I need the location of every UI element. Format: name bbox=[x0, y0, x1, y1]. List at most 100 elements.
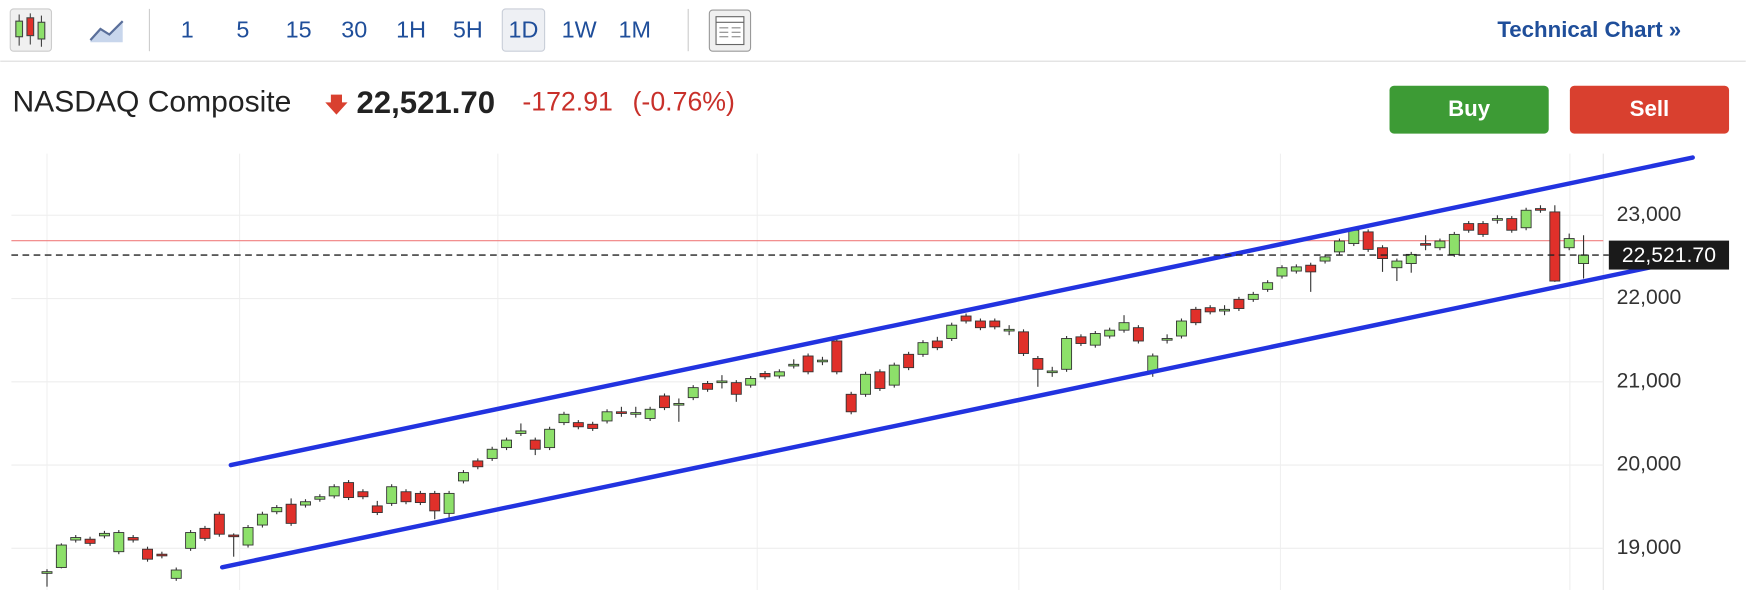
candle-body bbox=[1319, 256, 1331, 262]
candle-body bbox=[788, 363, 800, 367]
sell-label[interactable]: Sell bbox=[1630, 96, 1670, 121]
candle-body bbox=[860, 373, 871, 395]
candle-icon[interactable] bbox=[9, 8, 53, 52]
buy-bg[interactable] bbox=[1389, 85, 1549, 134]
interval-label[interactable]: 5H bbox=[453, 16, 483, 42]
interval-button[interactable]: 1 bbox=[181, 16, 194, 42]
candle-body bbox=[773, 371, 785, 377]
candle bbox=[314, 494, 326, 502]
candle bbox=[917, 340, 929, 357]
vertical-grid bbox=[46, 153, 1571, 590]
candle bbox=[142, 546, 153, 562]
candle-body bbox=[817, 359, 828, 363]
candle-body bbox=[357, 491, 369, 498]
interval-button[interactable]: 5 bbox=[236, 16, 249, 42]
interval-label[interactable]: 1 bbox=[181, 16, 194, 42]
candle bbox=[113, 530, 125, 555]
buy-label[interactable]: Buy bbox=[1448, 96, 1491, 121]
candle-body bbox=[587, 423, 599, 429]
candle-body bbox=[745, 378, 757, 386]
candle-body bbox=[429, 492, 441, 512]
candle-body bbox=[1075, 336, 1087, 344]
instrument-name: NASDAQ Composite bbox=[12, 85, 291, 118]
candle bbox=[702, 380, 714, 392]
candle bbox=[1520, 207, 1532, 231]
candle-body bbox=[400, 491, 412, 503]
candle-body bbox=[41, 571, 53, 574]
candle bbox=[1190, 306, 1202, 326]
candle-body bbox=[156, 553, 168, 557]
interval-button[interactable]: 5H bbox=[453, 16, 483, 42]
candle bbox=[1290, 264, 1302, 274]
interval-label[interactable]: 1H bbox=[396, 16, 426, 42]
candle-body bbox=[1104, 329, 1116, 337]
candle bbox=[1118, 315, 1130, 333]
buy-button[interactable]: Buy bbox=[1389, 85, 1549, 134]
candle bbox=[429, 490, 441, 520]
interval-selected-bg[interactable] bbox=[501, 8, 546, 52]
interval-label[interactable]: 15 bbox=[286, 16, 312, 42]
candle bbox=[802, 353, 814, 375]
candle-body bbox=[1333, 240, 1345, 253]
sell-bg[interactable] bbox=[1569, 85, 1730, 134]
candle-body bbox=[486, 448, 498, 459]
candle-body bbox=[1477, 223, 1489, 235]
interval-button[interactable]: 30 bbox=[341, 16, 367, 42]
candle-body bbox=[1535, 208, 1546, 211]
layout-icon[interactable] bbox=[708, 9, 752, 52]
y-tick-label: 19,000 bbox=[1617, 536, 1682, 559]
candle-body bbox=[98, 532, 110, 537]
y-tick-label: 23,000 bbox=[1617, 203, 1682, 226]
candle-body bbox=[457, 472, 469, 482]
interval-button[interactable]: 1H bbox=[396, 16, 426, 42]
interval-button[interactable]: 1W bbox=[562, 16, 597, 42]
interval-label[interactable]: 30 bbox=[341, 16, 367, 42]
candle bbox=[1563, 233, 1575, 251]
line-icon[interactable] bbox=[89, 20, 124, 43]
candle-body bbox=[113, 532, 125, 553]
candle-body bbox=[673, 403, 685, 406]
candle bbox=[1448, 231, 1460, 257]
candle bbox=[845, 391, 857, 415]
candle bbox=[773, 369, 785, 379]
trendline bbox=[219, 254, 1705, 570]
candle bbox=[860, 371, 871, 397]
candle-body bbox=[1348, 229, 1360, 245]
candle bbox=[357, 489, 369, 500]
sell-button[interactable]: Sell bbox=[1569, 85, 1730, 134]
interval-button[interactable]: 1M bbox=[619, 16, 651, 42]
change: -172.91 bbox=[522, 87, 613, 117]
trendline bbox=[228, 155, 1695, 468]
interval-label[interactable]: 1M bbox=[619, 16, 651, 42]
interval-button[interactable]: 1D bbox=[501, 8, 546, 52]
candle bbox=[544, 426, 556, 451]
candle bbox=[1018, 329, 1029, 356]
candle-body bbox=[314, 496, 326, 500]
interval-label[interactable]: 1W bbox=[562, 16, 597, 42]
candle-body bbox=[1434, 240, 1446, 249]
candle-body bbox=[1405, 253, 1417, 264]
candle bbox=[1061, 336, 1073, 372]
candle bbox=[745, 375, 757, 388]
technical-chart-link[interactable]: Technical Chart » bbox=[1497, 17, 1681, 42]
chart: 19,000 20,000 21,000 22,000 23,000 22,521.70 bbox=[11, 153, 1730, 590]
change-percent: (-0.76%) bbox=[633, 87, 735, 117]
interval-label[interactable]: 1D bbox=[509, 16, 539, 42]
candle-body bbox=[601, 411, 613, 422]
candle-body bbox=[931, 340, 943, 349]
candle-body bbox=[1420, 243, 1432, 246]
candle bbox=[228, 533, 240, 557]
interval-button[interactable]: 15 bbox=[286, 16, 312, 42]
candle-body bbox=[1262, 282, 1274, 290]
candle-body bbox=[185, 532, 197, 549]
candle bbox=[1434, 238, 1446, 251]
candle bbox=[70, 535, 82, 543]
candle-body bbox=[1276, 267, 1288, 277]
last-price-label: 22,521.70 bbox=[1622, 244, 1716, 267]
interval-label[interactable]: 5 bbox=[236, 16, 249, 42]
candle bbox=[558, 411, 570, 426]
candle-body bbox=[1506, 218, 1518, 231]
candle-body bbox=[55, 544, 67, 568]
candle-body bbox=[558, 413, 570, 424]
candle bbox=[55, 543, 67, 569]
